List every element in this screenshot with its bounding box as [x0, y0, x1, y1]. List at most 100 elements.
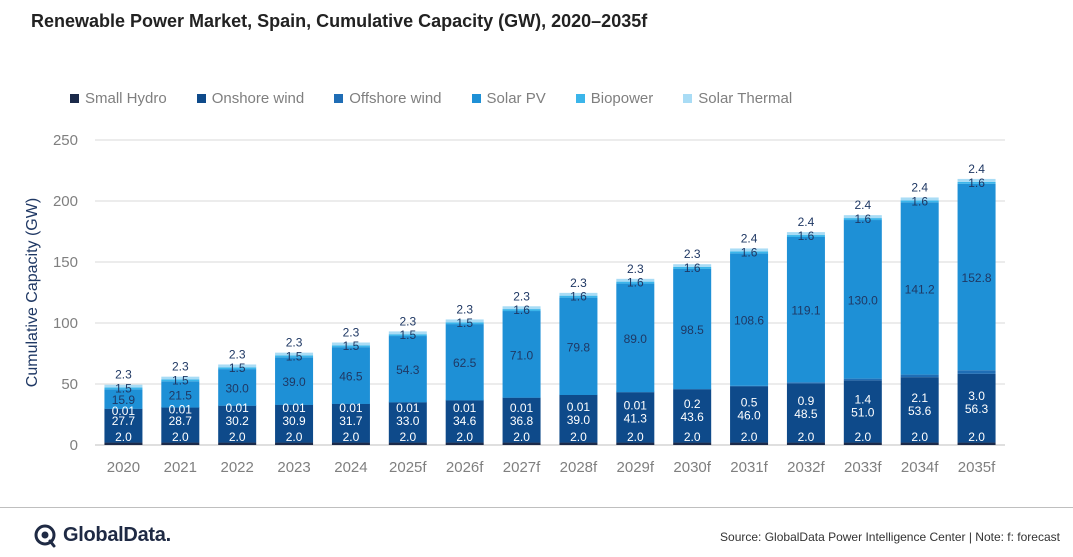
data-label: 0.01	[567, 400, 591, 414]
y-tick-label: 150	[53, 254, 78, 271]
data-label: 0.01	[510, 401, 534, 415]
source-note: Source: GlobalData Power Intelligence Ce…	[720, 530, 1060, 544]
bar-segment	[843, 215, 882, 219]
data-label: 30.0	[226, 381, 250, 395]
data-label: 2.0	[513, 430, 530, 444]
bar-segment	[843, 378, 882, 381]
data-label: 30.9	[282, 414, 306, 428]
data-label: 0.01	[453, 401, 477, 415]
data-label: 1.5	[343, 339, 360, 353]
data-label: 0.01	[339, 401, 363, 415]
bar-segment	[104, 389, 143, 409]
bar-segment	[388, 402, 427, 443]
legend-label: Solar PV	[486, 90, 546, 107]
bar-segment	[730, 385, 769, 387]
data-label: 2.3	[343, 326, 360, 340]
data-label: 89.0	[624, 332, 648, 346]
legend-label: Offshore wind	[349, 90, 442, 107]
bar-segment	[559, 394, 598, 443]
y-tick-label: 100	[53, 315, 78, 332]
bar-segment	[218, 405, 257, 443]
data-label: 141.2	[905, 282, 935, 296]
data-label: 98.5	[681, 323, 705, 337]
data-label: 41.3	[624, 411, 648, 425]
bar-segment	[445, 322, 484, 325]
data-label: 1.6	[627, 276, 644, 290]
legend-item: Offshore wind	[334, 90, 442, 107]
data-label: 34.6	[453, 414, 477, 428]
data-label: 2.3	[399, 314, 416, 328]
data-label: 1.5	[115, 381, 132, 395]
data-label: 79.8	[567, 340, 591, 354]
bar-segment	[275, 352, 314, 356]
bar-segment	[616, 278, 655, 282]
bar-segment	[957, 442, 996, 445]
data-label: 2.1	[911, 391, 928, 405]
bar-segment	[502, 311, 541, 398]
legend-item: Solar PV	[471, 90, 546, 107]
bar-segment	[388, 336, 427, 403]
chart-legend: Small Hydro Onshore wind Offshore wind Sola…	[70, 90, 822, 107]
legend-item: Onshore wind	[196, 90, 304, 107]
data-label: 2.4	[798, 215, 815, 229]
data-label: 1.6	[798, 229, 815, 243]
data-label: 28.7	[169, 414, 193, 428]
bar-segment	[673, 389, 712, 443]
bar-segment	[730, 248, 769, 252]
bar-segment	[843, 220, 882, 379]
bar-segment	[104, 408, 143, 443]
data-label: 2.4	[911, 180, 928, 194]
data-label: 71.0	[510, 348, 534, 362]
bar-segment	[275, 357, 314, 405]
data-label: 0.2	[684, 397, 701, 411]
bar-segment	[559, 292, 598, 296]
bar-segment	[445, 400, 484, 443]
data-label: 1.5	[456, 316, 473, 330]
bar-segment	[161, 407, 200, 443]
data-label: 43.6	[681, 410, 705, 424]
legend-label: Small Hydro	[85, 90, 167, 107]
legend-swatch	[575, 94, 585, 103]
x-tick-label: 2027f	[503, 459, 541, 476]
x-tick-label: 2025f	[389, 459, 427, 476]
bar-segment	[161, 442, 200, 445]
bar-segment	[957, 178, 996, 182]
bar-segment	[161, 379, 200, 382]
x-tick-label: 2029f	[617, 459, 655, 476]
data-label: 1.5	[399, 328, 416, 342]
x-tick-label: 2033f	[844, 459, 882, 476]
bar-segment	[559, 295, 598, 298]
bar-segment	[331, 345, 370, 348]
data-label: 2.0	[570, 430, 587, 444]
data-label: 1.6	[741, 245, 758, 259]
data-label: 1.5	[229, 361, 246, 375]
globaldata-logo-icon	[34, 524, 56, 548]
bar-segment	[275, 355, 314, 358]
bar-segment	[104, 387, 143, 390]
bar-segment	[388, 331, 427, 335]
bar-segment	[900, 200, 939, 203]
bar-segment	[900, 197, 939, 201]
bar-segment	[786, 442, 825, 445]
bar-segment	[786, 382, 825, 384]
bar-segment	[616, 442, 655, 445]
bar-segment	[218, 367, 257, 370]
bar-segment	[730, 442, 769, 445]
bar-segment	[445, 442, 484, 445]
footer-divider	[0, 507, 1073, 508]
y-tick-label: 250	[53, 132, 78, 149]
x-tick-label: 2022	[221, 459, 254, 476]
data-label: 2.4	[741, 231, 758, 245]
data-label: 2.0	[343, 430, 360, 444]
chart-title: Renewable Power Market, Spain, Cumulativ…	[31, 11, 648, 31]
bar-segment	[843, 380, 882, 443]
bar-segment	[559, 442, 598, 445]
bar-segment	[843, 442, 882, 445]
bar-segment	[331, 342, 370, 346]
data-label: 62.5	[453, 356, 477, 370]
x-tick-label: 2020	[107, 459, 140, 476]
data-label: 1.6	[684, 261, 701, 275]
bar-segment	[843, 218, 882, 221]
data-label: 1.6	[513, 303, 530, 317]
legend-swatch	[70, 94, 79, 103]
